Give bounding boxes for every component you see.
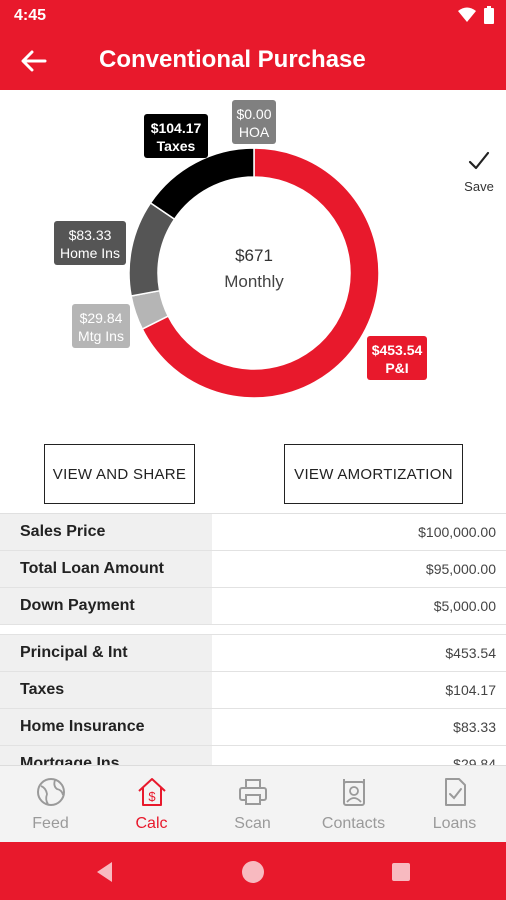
home-circle-icon[interactable] [238, 857, 268, 887]
nav-item-loans[interactable]: Loans [404, 766, 505, 843]
view-and-share-button[interactable]: VIEW AND SHARE [44, 444, 195, 504]
app-bar: Conventional Purchase [0, 32, 506, 90]
table-row: Principal & Int $453.54 [0, 635, 506, 672]
donut-chart: $453.54 P&I $29.84 Mtg Ins $83.33 Home Ins $10… [54, 100, 427, 399]
system-nav-bar [0, 842, 506, 900]
nav-label: Feed [32, 815, 69, 832]
slice-label-hoa: $0.00 HOA [232, 100, 276, 144]
table-row: Mortgage Ins $29.84 [0, 746, 506, 765]
nav-label: Scan [234, 815, 271, 832]
status-icons [458, 6, 494, 24]
slice-name: Taxes [157, 138, 196, 154]
row-label: Total Loan Amount [0, 551, 212, 587]
status-time: 4:45 [14, 7, 47, 24]
view-amortization-button[interactable]: VIEW AMORTIZATION [284, 444, 463, 504]
table-row: Sales Price $100,000.00 [0, 514, 506, 551]
svg-text:$: $ [148, 789, 156, 804]
wifi-icon [458, 7, 476, 22]
row-label: Principal & Int [0, 635, 212, 671]
row-value: $5,000.00 [433, 598, 496, 614]
slice-label-home-ins: $83.33 Home Ins [54, 221, 126, 265]
house-dollar-icon: $ [138, 778, 166, 806]
row-label: Home Insurance [0, 709, 212, 745]
row-value: $453.54 [445, 645, 496, 661]
table-row: Total Loan Amount $95,000.00 [0, 551, 506, 588]
page-title: Conventional Purchase [99, 46, 366, 73]
slice-label-taxes: $104.17 Taxes [144, 114, 208, 158]
battery-icon [484, 6, 494, 24]
nav-item-feed[interactable]: Feed [0, 766, 101, 843]
contacts-icon [343, 779, 365, 806]
globe-icon [37, 778, 65, 806]
row-label: Mortgage Ins [0, 746, 212, 765]
center-value: $671 [235, 246, 273, 265]
payment-table[interactable]: Sales Price $100,000.00 Total Loan Amoun… [0, 513, 506, 765]
row-value: $29.84 [453, 756, 496, 765]
nav-label: Calc [135, 815, 168, 832]
status-bar: 4:45 [0, 0, 506, 32]
row-label: Taxes [0, 672, 212, 708]
slice-label-mtg-ins: $29.84 Mtg Ins [72, 304, 130, 348]
row-label: Down Payment [0, 588, 212, 624]
row-value: $100,000.00 [418, 524, 496, 540]
arrow-left-icon [21, 50, 47, 72]
slice-name: HOA [239, 124, 270, 140]
document-check-icon [445, 778, 466, 806]
nav-label: Loans [432, 815, 477, 832]
row-value: $83.33 [453, 719, 496, 735]
back-triangle-icon[interactable] [90, 857, 120, 887]
nav-item-scan[interactable]: Scan [202, 766, 303, 843]
checkmark-icon [468, 151, 490, 170]
center-label: Monthly [224, 272, 284, 291]
slice-amount: $29.84 [80, 310, 123, 326]
back-button[interactable] [14, 44, 54, 78]
slice-home-ins [128, 201, 176, 297]
slice-amount: $104.17 [151, 120, 202, 136]
save-label: Save [464, 179, 494, 194]
slice-p-i [141, 147, 380, 399]
payment-chart: $453.54 P&I $29.84 Mtg Ins $83.33 Home Ins $10… [0, 90, 506, 440]
recents-square-icon[interactable] [386, 857, 416, 887]
section-divider [0, 625, 506, 635]
bottom-nav: Feed $ Calc Scan Contacts Loans [0, 765, 506, 842]
nav-item-contacts[interactable]: Contacts [303, 766, 404, 843]
slice-taxes [149, 147, 255, 221]
nav-item-calc[interactable]: $ Calc [101, 766, 202, 843]
printer-icon [239, 779, 267, 805]
slice-amount: $83.33 [69, 227, 112, 243]
slice-name: Home Ins [60, 245, 120, 261]
slice-name: Mtg Ins [78, 328, 124, 344]
row-label: Sales Price [0, 514, 212, 550]
row-value: $95,000.00 [425, 561, 496, 577]
table-row: Home Insurance $83.33 [0, 709, 506, 746]
slice-label-p-i: $453.54 P&I [367, 336, 427, 380]
table-row: Down Payment $5,000.00 [0, 588, 506, 625]
save-button[interactable]: Save [456, 150, 502, 200]
row-value: $104.17 [445, 682, 496, 698]
slice-name: P&I [385, 360, 408, 376]
slice-amount: $453.54 [372, 342, 423, 358]
slice-amount: $0.00 [236, 106, 271, 122]
table-row: Taxes $104.17 [0, 672, 506, 709]
nav-label: Contacts [321, 815, 386, 832]
